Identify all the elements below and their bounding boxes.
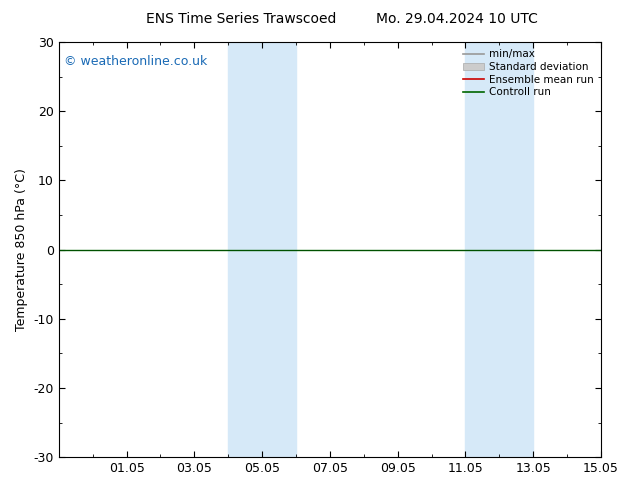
Bar xyxy=(465,42,533,457)
Text: © weatheronline.co.uk: © weatheronline.co.uk xyxy=(64,54,207,68)
Text: ENS Time Series Trawscoed: ENS Time Series Trawscoed xyxy=(146,12,336,26)
Bar xyxy=(228,42,296,457)
Text: Mo. 29.04.2024 10 UTC: Mo. 29.04.2024 10 UTC xyxy=(375,12,538,26)
Y-axis label: Temperature 850 hPa (°C): Temperature 850 hPa (°C) xyxy=(15,168,28,331)
Legend: min/max, Standard deviation, Ensemble mean run, Controll run: min/max, Standard deviation, Ensemble me… xyxy=(461,47,596,99)
